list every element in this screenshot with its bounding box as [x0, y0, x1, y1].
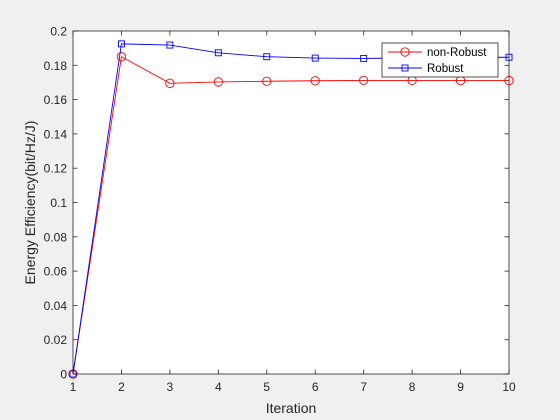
data-point-non-robust [310, 76, 320, 86]
legend-marker-robust [401, 64, 409, 72]
y-tick-label: 0.02 [44, 333, 68, 347]
y-tick-label: 0 [60, 368, 67, 382]
y-tick-label: 0.18 [44, 59, 68, 73]
data-point-robust [360, 54, 368, 62]
x-tick-label: 10 [502, 380, 516, 394]
x-tick-label: 8 [409, 380, 416, 394]
legend: non-Robust Robust [381, 42, 499, 78]
data-point-non-robust [262, 76, 272, 86]
x-tick-label: 2 [118, 380, 125, 394]
y-tick-label: 0.16 [44, 93, 68, 107]
y-tick-label: 0.04 [44, 299, 68, 313]
x-axis-label: Iteration [266, 400, 317, 416]
data-point-non-robust [213, 77, 223, 87]
legend-item-robust: Robust [388, 63, 464, 75]
series-non-robust [68, 52, 514, 379]
legend-item-non-robust: non-Robust [388, 47, 487, 59]
x-tick-label: 7 [360, 380, 367, 394]
x-tick-label: 4 [215, 380, 222, 394]
data-point-robust [263, 53, 271, 61]
y-axis-label: Energy Efficiency(bit/Hz/J) [22, 121, 38, 285]
legend-box [381, 42, 499, 78]
y-tick-label: 0.14 [44, 127, 68, 141]
legend-marker-non-robust [400, 47, 410, 57]
legend-label-non-robust: non-Robust [427, 47, 487, 59]
tick-layer: 1 2 3 4 5 6 7 8 9 10 0 0.02 0.04 0.06 0.08 0.1 0.12 0.14 0… [44, 25, 516, 395]
y-tick-label: 0.12 [44, 162, 68, 176]
data-point-non-robust [165, 78, 175, 88]
data-point-robust [311, 54, 319, 62]
x-tick-label: 5 [263, 380, 270, 394]
y-tick-label: 0.08 [44, 230, 68, 244]
x-tick-label: 3 [167, 380, 174, 394]
x-tick-label: 1 [70, 380, 77, 394]
data-point-robust [166, 41, 174, 49]
x-tick-label: 9 [457, 380, 464, 394]
data-point-non-robust [359, 75, 369, 86]
legend-label-robust: Robust [427, 63, 464, 75]
y-tick-label: 0.2 [50, 25, 67, 39]
data-point-non-robust [116, 52, 127, 62]
series-line-non-robust [72, 56, 509, 375]
y-tick-label: 0.06 [44, 265, 68, 279]
x-tick-label: 6 [312, 380, 319, 394]
plot-area [73, 31, 509, 374]
data-point-robust [117, 40, 125, 48]
data-point-robust [214, 49, 222, 57]
y-tick-label: 0.1 [50, 196, 67, 210]
